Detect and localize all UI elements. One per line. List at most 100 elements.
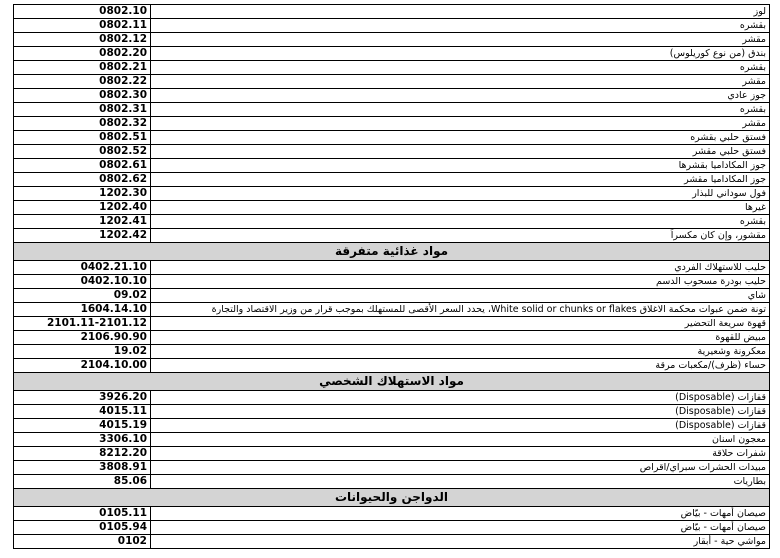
description: شاي (150, 288, 770, 303)
table-row: 1202.40 غيرها (13, 200, 770, 215)
table-row: 1604.14.10 تونة ضمن عبوات محكمة الاغلاق W… (13, 302, 770, 317)
table-row: 0802.31 بقشره (13, 102, 770, 117)
description: حساء (ظرف)/مكعبات مرقة (150, 358, 770, 373)
hs-code: 0802.61 (13, 158, 151, 173)
table-row: 0802.32 مقشر (13, 116, 770, 131)
table-row: 3306.10 معجون اسنان (13, 432, 770, 447)
hs-code: 0105.94 (13, 520, 151, 535)
table-row: 3926.20 قفازات (Disposable) (13, 390, 770, 405)
hs-code: 2101.11-2101.12 (13, 316, 151, 331)
hs-code: 85.06 (13, 474, 151, 489)
hs-code: 0802.12 (13, 32, 151, 47)
hs-code: 1202.42 (13, 228, 151, 243)
description: قفازات (Disposable) (150, 390, 770, 405)
description: جوز المكاداميا بقشرها (150, 158, 770, 173)
hs-code: 0802.21 (13, 60, 151, 75)
hs-code: 2106.90.90 (13, 330, 151, 345)
hs-code: 2104.10.00 (13, 358, 151, 373)
description: مقشر (150, 116, 770, 131)
description: مبيض للقهوة (150, 330, 770, 345)
description: فستق حلبي بقشره (150, 130, 770, 145)
description: مقشور، وإن كان مكسراً (150, 228, 770, 243)
hs-code: 0105.11 (13, 506, 151, 521)
table-row: 0802.11 بقشره (13, 18, 770, 33)
description: فول سوداني للبذار (150, 186, 770, 201)
description: حليب للاستهلاك الفردي (150, 260, 770, 275)
table-row: 0802.61 جوز المكاداميا بقشرها (13, 158, 770, 173)
section-title: مواد الاستهلاك الشخصي (13, 372, 770, 391)
hs-code: 0102 (13, 534, 151, 549)
description: مقشر (150, 32, 770, 47)
hs-code: 0802.10 (13, 4, 151, 19)
hs-code: 0402.21.10 (13, 260, 151, 275)
description: تونة ضمن عبوات محكمة الاغلاق White solid… (150, 302, 770, 317)
section-header-row: الدواجن والحيوانات (13, 488, 770, 507)
description: بقشره (150, 102, 770, 117)
table-row: 8212.20 شفرات حلاقة (13, 446, 770, 461)
section-header-row: مواد غذائية متفرقة (13, 242, 770, 261)
table-row: 0102 مواشي حية - أبقار (13, 534, 770, 549)
hs-code: 0802.62 (13, 172, 151, 187)
description: قهوة سريعة التحضير (150, 316, 770, 331)
table-row: 09.02 شاي (13, 288, 770, 303)
description: جوز عادي (150, 88, 770, 103)
table-row: 0802.62 جوز المكاداميا مقشر (13, 172, 770, 187)
table-row: 0802.30 جوز عادي (13, 88, 770, 103)
hs-code: 09.02 (13, 288, 151, 303)
hs-code: 0802.11 (13, 18, 151, 33)
description: قفازات (Disposable) (150, 404, 770, 419)
description: معكرونة وشعيرية (150, 344, 770, 359)
section-header-row: مواد الاستهلاك الشخصي (13, 372, 770, 391)
table-row: 0802.21 بقشره (13, 60, 770, 75)
table-row: 0105.94 صيصان أمهات - بيّاض (13, 520, 770, 535)
description: صيصان أمهات - بيّاض (150, 506, 770, 521)
section-title: مواد غذائية متفرقة (13, 242, 770, 261)
hs-code: 19.02 (13, 344, 151, 359)
table-row: 3808.91 مبيدات الحشرات سبراي/اقراص (13, 460, 770, 475)
table-row: 19.02 معكرونة وشعيرية (13, 344, 770, 359)
description: مقشر (150, 74, 770, 89)
description: بقشره (150, 18, 770, 33)
hs-code: 0802.30 (13, 88, 151, 103)
section-title: الدواجن والحيوانات (13, 488, 770, 507)
document: 0802.10 لوز 0802.11 بقشره 0802.12 مقشر 0802.20… (13, 4, 770, 549)
table-row: 4015.19 قفازات (Disposable) (13, 418, 770, 433)
table-row: 2104.10.00 حساء (ظرف)/مكعبات مرقة (13, 358, 770, 373)
description: بطاريات (150, 474, 770, 489)
description: حليب بودرة مسحوب الدسم (150, 274, 770, 289)
hs-code: 3808.91 (13, 460, 151, 475)
table-row: 85.06 بطاريات (13, 474, 770, 489)
table-row: 0802.12 مقشر (13, 32, 770, 47)
hs-code: 0802.32 (13, 116, 151, 131)
table-body: 0802.10 لوز 0802.11 بقشره 0802.12 مقشر 0802.20… (13, 4, 770, 549)
description: غيرها (150, 200, 770, 215)
table-row: 0802.51 فستق حلبي بقشره (13, 130, 770, 145)
hs-code: 1202.30 (13, 186, 151, 201)
description: قفازات (Disposable) (150, 418, 770, 433)
table: 0802.10 لوز 0802.11 بقشره 0802.12 مقشر 0802.20… (13, 4, 770, 549)
table-row: 0105.11 صيصان أمهات - بيّاض (13, 506, 770, 521)
hs-code: 1202.41 (13, 214, 151, 229)
hs-code: 0802.31 (13, 102, 151, 117)
hs-code: 0802.51 (13, 130, 151, 145)
hs-code: 0802.22 (13, 74, 151, 89)
table-row: 1202.30 فول سوداني للبذار (13, 186, 770, 201)
hs-code: 1202.40 (13, 200, 151, 215)
table-row: 0402.10.10 حليب بودرة مسحوب الدسم (13, 274, 770, 289)
description: لوز (150, 4, 770, 19)
hs-code: 4015.11 (13, 404, 151, 419)
hs-code: 3306.10 (13, 432, 151, 447)
table-row: 0802.10 لوز (13, 4, 770, 19)
description: بقشره (150, 214, 770, 229)
table-row: 4015.11 قفازات (Disposable) (13, 404, 770, 419)
table-row: 0802.20 بندق (من نوع كوريلوس) (13, 46, 770, 61)
description: معجون اسنان (150, 432, 770, 447)
hs-code: 3926.20 (13, 390, 151, 405)
table-row: 2101.11-2101.12 قهوة سريعة التحضير (13, 316, 770, 331)
hs-code: 1604.14.10 (13, 302, 151, 317)
hs-code: 0802.52 (13, 144, 151, 159)
table-row: 0402.21.10 حليب للاستهلاك الفردي (13, 260, 770, 275)
description: مواشي حية - أبقار (150, 534, 770, 549)
description: شفرات حلاقة (150, 446, 770, 461)
